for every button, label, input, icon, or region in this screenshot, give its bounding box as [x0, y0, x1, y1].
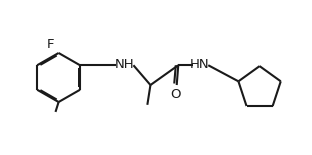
Text: HN: HN [189, 58, 209, 71]
Text: NH: NH [115, 58, 134, 71]
Text: O: O [170, 88, 181, 101]
Text: F: F [47, 38, 55, 51]
